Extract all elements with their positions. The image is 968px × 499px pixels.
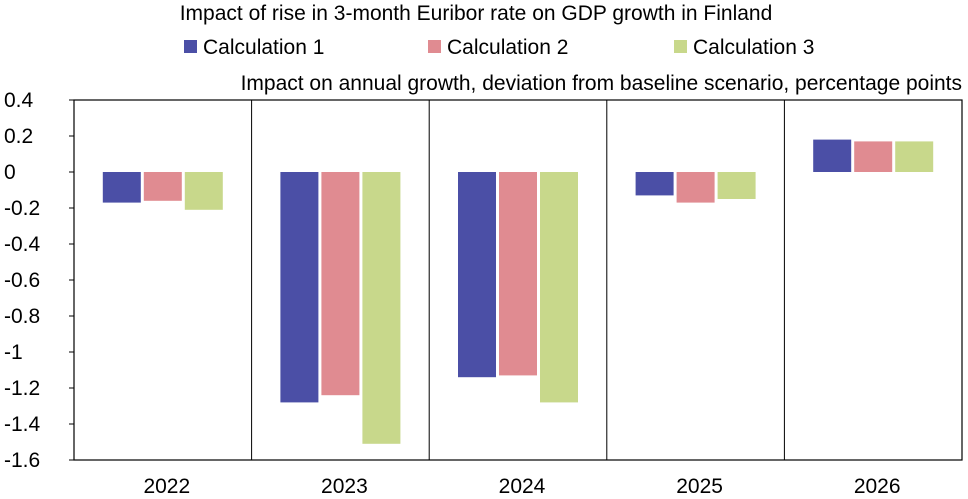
y-tick-label: -1.6 [4,449,40,472]
chart-title: Impact of rise in 3-month Euribor rate o… [180,2,773,25]
bar-2023-calculation-2 [321,172,360,396]
bar-2025-calculation-1 [635,172,674,196]
bar-2026-calculation-1 [813,139,852,172]
bar-2026-calculation-3 [895,141,934,172]
y-tick-label: -1.2 [4,377,40,400]
bar-2022-calculation-3 [184,172,223,210]
plot-frame [73,99,963,461]
legend-swatch-1 [184,40,197,53]
y-tick-label: 0.4 [4,89,34,112]
bar-2026-calculation-2 [854,141,893,172]
x-category-label: 2024 [499,475,546,498]
bar-2022-calculation-2 [143,172,182,201]
bar-2024-calculation-2 [499,172,537,376]
y-tick-label: -0.6 [4,269,40,292]
legend-swatch-3 [674,40,687,53]
bar-2025-calculation-2 [676,172,715,203]
bar-2023-calculation-1 [280,172,319,403]
y-tick-label: 0 [4,161,16,184]
plot-area: 0.4 0.2 0 -0.2 -0.4 -0.6 -0.8 -1 -1.2 -1.4 -1.6 202… [4,89,963,498]
x-category-label: 2023 [321,475,368,498]
y-tick-label: -1.4 [4,413,41,436]
bar-2023-calculation-3 [362,172,401,444]
legend-label-1: Calculation 1 [203,36,324,59]
legend: Calculation 1 Calculation 2 Calculation 3 [184,36,814,59]
bar-2024-calculation-3 [540,172,578,403]
legend-swatch-2 [428,40,441,53]
y-tick-label: -0.2 [4,197,40,220]
bar-2022-calculation-1 [102,172,141,203]
legend-label-2: Calculation 2 [447,36,568,59]
x-category-label: 2025 [676,475,723,498]
y-tick-label: -0.4 [4,233,41,256]
legend-label-3: Calculation 3 [693,36,814,59]
x-category-label: 2022 [143,475,190,498]
chart-subtitle: Impact on annual growth, deviation from … [241,72,962,95]
bar-2024-calculation-1 [458,172,496,378]
x-category-label: 2026 [854,475,901,498]
bar-2025-calculation-3 [717,172,756,199]
y-tick-label: -0.8 [4,305,40,328]
y-tick-label: -1 [4,341,23,364]
y-tick-label: 0.2 [4,125,33,148]
